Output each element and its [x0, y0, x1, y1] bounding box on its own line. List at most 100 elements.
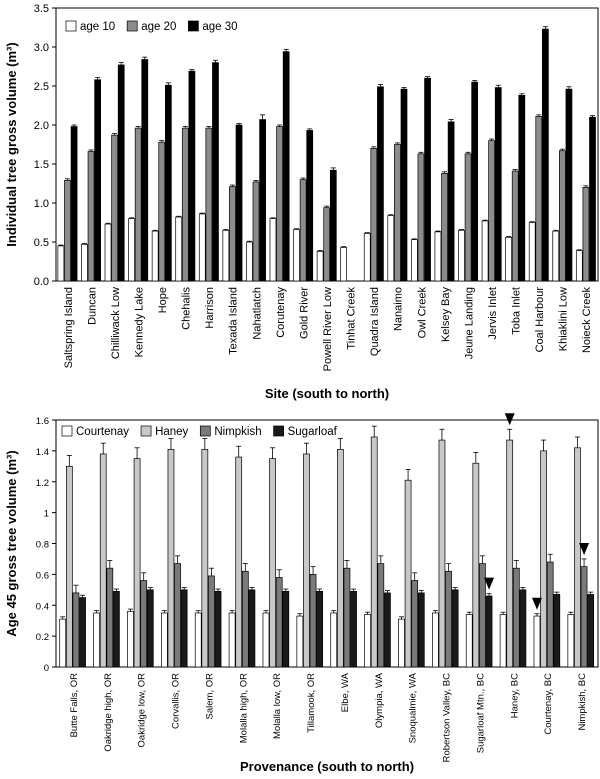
bar-age-10-chilliwack-low	[104, 223, 112, 282]
bar-age-10-kennedy-lake	[128, 218, 135, 282]
bar-sugarloaf-robertson-valley-bc	[451, 589, 459, 668]
bar-age-20-coal-harbour	[535, 116, 543, 282]
legend-swatch-age-20	[126, 20, 138, 32]
bar-nimpkish-salem-or	[208, 575, 215, 668]
bar-age-10-harrison	[198, 213, 206, 282]
x-tick-label: Salem, OR	[204, 673, 215, 720]
x-tick-label: Corvallis, OR	[171, 673, 182, 729]
x-tick-label: Oakridge high, OR	[103, 673, 114, 752]
bar-courtenay-oakridge-low-or	[127, 611, 134, 668]
x-tick-label: Powell River Low	[322, 287, 334, 371]
bar-age-10-jervis-inlet	[481, 220, 489, 282]
bar-age-20-khiaklini-low	[559, 150, 566, 282]
x-tick-label: Kennedy Lake	[133, 287, 145, 357]
x-tick-label: Tinhat Creek	[346, 287, 358, 350]
y-tick-label: 1.2	[36, 478, 49, 489]
bar-courtenay-haney-bc	[499, 614, 507, 668]
x-tick-label: Elbe, WA	[340, 672, 351, 712]
chart-provenance-volume: 0 0.2 0.4 0.6 0.8 1 1.2 1.4 1.6 Butte Falls, OR Oa…	[4, 413, 599, 774]
bar-age-10-corutenay	[269, 218, 277, 282]
y-axis-title: Age 45 gross tree volume (m³)	[4, 450, 19, 636]
bar-haney-corvallis-or	[167, 448, 175, 668]
bar-age-20-kelsey-bay	[441, 173, 448, 282]
y-tick-label: 2.0	[34, 120, 49, 132]
legend-swatch-haney	[140, 425, 152, 437]
bar-age-20-duncan	[87, 151, 95, 282]
bar-nimpkish-butte-falls-or	[72, 592, 80, 668]
bar-nimpkish-olympia-wa	[377, 563, 385, 668]
bar-age-30-harrison	[212, 62, 219, 282]
bar-age-10-texada-island	[222, 229, 230, 282]
x-tick-label: Saltspring Island	[63, 287, 75, 368]
x-tick-label: Jeune Landing	[463, 287, 475, 359]
y-tick-label: 0.5	[34, 237, 49, 249]
y-tick-label: 3.0	[34, 42, 49, 54]
bar-age-10-kelsey-bay	[434, 231, 442, 282]
bar-nimpkish-courtenay-bc	[546, 561, 554, 668]
x-axis-title: Site (south to north)	[265, 386, 389, 401]
x-tick-label: Chehalis	[181, 287, 193, 330]
bar-age-30-jeune-landing	[471, 81, 479, 282]
bar-courtenay-salem-or	[194, 612, 202, 668]
bar-age-30-jervis-inlet	[494, 87, 502, 282]
bar-age-10-duncan	[81, 243, 88, 282]
legend-swatch-age-10	[65, 20, 77, 32]
x-tick-label: Duncan	[86, 287, 98, 325]
legend-label-haney: Haney	[155, 426, 188, 438]
bar-haney-snoqualmie-wa	[404, 479, 412, 668]
x-tick-label: Nanaimo	[393, 287, 405, 331]
bar-nimpkish-molalla-high-or	[241, 570, 249, 668]
x-tick-label: Kelsey Bay	[440, 287, 452, 343]
arrow-marker-courtenay-bc	[531, 597, 542, 610]
bar-sugarloaf-courtenay-bc	[553, 594, 561, 668]
bar-courtenay-corvallis-or	[161, 612, 168, 668]
bar-age-10-noieck-creek	[575, 250, 583, 282]
bar-sugarloaf-elbe-wa	[350, 591, 357, 668]
bar-age-10-tinhat-creek	[340, 247, 348, 282]
bar-age-30-chehalis	[188, 70, 196, 282]
bar-sugarloaf-haney-bc	[519, 589, 527, 668]
x-tick-label: Quadra Island	[369, 287, 381, 356]
bar-sugarloaf-sugarloaf-mtn-bc	[485, 595, 493, 668]
x-tick-label: Owl Creek	[416, 287, 428, 339]
bar-age-20-nahatlatch	[252, 181, 260, 282]
bar-haney-nimpkish-bc	[574, 447, 581, 668]
y-tick-label: 0.6	[36, 570, 49, 581]
bar-courtenay-molalla-low-or	[262, 612, 270, 668]
bar-age-30-powell-river-low	[329, 169, 337, 282]
bar-age-20-saltspring-island	[64, 180, 71, 282]
legend-label-age-20: age 20	[141, 21, 176, 33]
legend-swatch-sugarloaf	[273, 425, 284, 437]
bar-haney-butte-falls-or	[65, 465, 73, 668]
bar-age-30-duncan	[94, 79, 101, 282]
bar-age-20-corutenay	[276, 126, 283, 282]
x-axis-title: Provenance (south to north)	[240, 759, 414, 774]
bar-haney-courtenay-bc	[540, 450, 547, 668]
bar-haney-olympia-wa	[370, 436, 378, 668]
bar-haney-salem-or	[201, 448, 209, 668]
bar-haney-molalla-high-or	[235, 456, 243, 668]
bar-courtenay-elbe-wa	[330, 612, 338, 668]
bar-age-20-powell-river-low	[323, 207, 331, 282]
bar-age-10-toba-inlet	[505, 236, 512, 282]
bar-age-10-chehalis	[175, 216, 183, 282]
x-tick-label: Nimpkish, BC	[577, 673, 588, 731]
x-tick-label: Texada Island	[228, 287, 240, 355]
bar-nimpkish-sugarloaf-mtn-bc	[479, 563, 486, 668]
bar-sugarloaf-snoqualmie-wa	[417, 592, 425, 668]
bar-nimpkish-molalla-low-or	[275, 577, 283, 668]
bar-age-10-saltspring-island	[57, 245, 65, 282]
bar-courtenay-olympia-wa	[364, 614, 371, 668]
legend-label-sugarloaf: Sugarloaf	[288, 426, 338, 438]
x-tick-label: Oakridge low, OR	[137, 673, 148, 748]
x-tick-label: Butte Falls, OR	[69, 673, 80, 738]
x-tick-label: Toba Inlet	[511, 287, 523, 335]
x-tick-label: Noieck Creek	[581, 287, 593, 354]
bar-haney-elbe-wa	[336, 448, 344, 668]
bar-age-30-gold-river	[306, 130, 314, 282]
x-tick-label: Robertson Valley, BC	[442, 673, 453, 763]
bar-courtenay-nimpkish-bc	[567, 614, 575, 668]
bar-sugarloaf-oakridge-high-or	[113, 591, 120, 668]
bar-haney-tillamook-or	[303, 453, 310, 668]
